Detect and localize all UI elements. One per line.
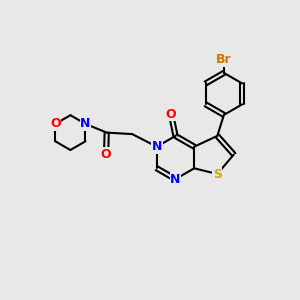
Text: O: O (101, 148, 111, 161)
Text: N: N (152, 140, 162, 153)
Text: O: O (50, 117, 61, 130)
Text: O: O (166, 108, 176, 121)
Text: S: S (213, 167, 222, 181)
Text: N: N (170, 172, 181, 186)
Text: N: N (80, 117, 91, 130)
Text: Br: Br (216, 53, 232, 66)
